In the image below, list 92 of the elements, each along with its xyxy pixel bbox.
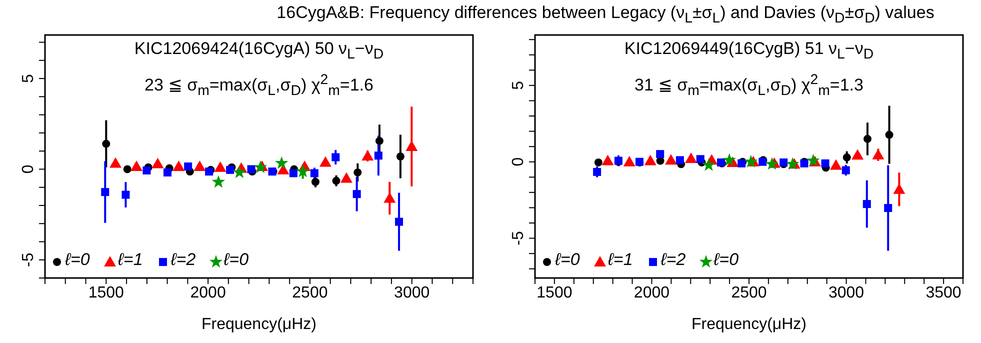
point: [852, 149, 864, 160]
point: [184, 162, 192, 170]
point: [102, 140, 110, 148]
legend-label: ℓ=0: [224, 250, 249, 269]
point: [254, 160, 268, 174]
point: [340, 172, 352, 183]
legend-label: ℓ=2: [660, 250, 686, 269]
point: [310, 169, 318, 178]
point: [226, 166, 234, 174]
point: [232, 165, 246, 178]
point: [685, 152, 698, 163]
point: [122, 190, 130, 199]
point: [765, 157, 779, 170]
point: [594, 158, 602, 166]
legend-label: ℓ=1: [608, 250, 633, 269]
point: [863, 134, 872, 143]
point: [123, 165, 132, 174]
point: [142, 166, 151, 174]
point: [374, 152, 382, 160]
legend-label: ℓ=2: [170, 250, 196, 269]
point: [872, 148, 884, 160]
y-tick-label: 5: [20, 74, 37, 83]
point: [885, 130, 894, 139]
point: [593, 168, 602, 176]
y-tick-label: -5: [20, 252, 37, 267]
x-axis-title: Frequency(μHz): [691, 316, 807, 333]
point: [406, 140, 418, 152]
annotation: KIC12069424(16CygA) 50 ν$_{L}$−ν$_{D}$: [133, 39, 385, 62]
y-tick-label: 5: [510, 80, 527, 90]
point: [296, 164, 310, 178]
point: [212, 175, 226, 188]
point: [311, 178, 320, 186]
point: [101, 188, 110, 196]
x-tick-label: 2000: [190, 284, 226, 302]
point: [656, 150, 664, 158]
point: [830, 159, 842, 170]
x-tick-label: 2000: [634, 284, 670, 302]
point: [842, 166, 850, 174]
point: [786, 157, 800, 170]
text: 23 ≦ σ$_{m}$=max(σ$_{L}$,σ$_{D}$) χ$^{2}$$_{m}$=1.6: [144, 72, 374, 100]
point: [319, 156, 332, 167]
point: [362, 150, 374, 160]
x-tick-label: 3000: [828, 284, 864, 302]
point: [602, 154, 614, 166]
point: [744, 154, 758, 168]
point: [274, 156, 288, 169]
point: [247, 165, 256, 174]
point: [332, 153, 340, 162]
legend-label: ℓ=1: [118, 250, 143, 269]
point: [375, 136, 384, 145]
x-axis-title: Frequency(μHz): [201, 316, 317, 333]
point: [352, 190, 361, 198]
x-tick-label: 3500: [926, 284, 962, 302]
point: [130, 160, 143, 171]
point: [862, 200, 871, 208]
point: [664, 154, 677, 165]
point: [163, 168, 172, 176]
point: [722, 153, 736, 166]
point: [384, 192, 396, 203]
point: [842, 153, 851, 162]
legend-label: ℓ=0: [555, 250, 580, 269]
annotation: KIC12069449(16CygB) 51 ν$_{L}$−ν$_{D}$: [623, 39, 875, 62]
legend-label: ℓ=0: [65, 250, 90, 269]
x-tick-label: 1500: [88, 284, 124, 302]
point: [893, 183, 906, 194]
point: [110, 157, 122, 168]
point: [396, 152, 404, 160]
point: [395, 218, 404, 226]
x-tick-label: 2500: [731, 284, 767, 302]
legend-label: ℓ=0: [714, 250, 739, 269]
point: [214, 161, 226, 172]
point: [644, 154, 656, 166]
x-tick-label: 3000: [394, 284, 430, 302]
y-tick-label: 0: [20, 164, 37, 174]
chart-title: 16CygA&B: Frequency differences between Legacy (ν$_{L}$±σ$_{L}$) and Davies (ν$_{D}$±σ$_{D}$) values: [276, 3, 934, 26]
point: [152, 158, 164, 168]
point: [702, 158, 716, 171]
x-tick-label: 2500: [292, 284, 328, 302]
point: [821, 159, 830, 168]
text: 31 ≦ σ$_{m}$=max(σ$_{L}$,σ$_{D}$) χ$^{2}$$_{m}$=1.3: [634, 72, 864, 100]
point: [696, 155, 704, 164]
y-tick-label: 0: [510, 157, 527, 166]
point: [172, 160, 185, 171]
point: [332, 176, 340, 185]
point: [354, 168, 362, 176]
point: [884, 204, 892, 212]
y-tick-label: -5: [510, 231, 527, 246]
point: [289, 169, 298, 178]
point: [194, 160, 206, 171]
point: [623, 156, 636, 166]
x-tick-label: 1500: [536, 284, 572, 302]
point: [676, 156, 684, 164]
